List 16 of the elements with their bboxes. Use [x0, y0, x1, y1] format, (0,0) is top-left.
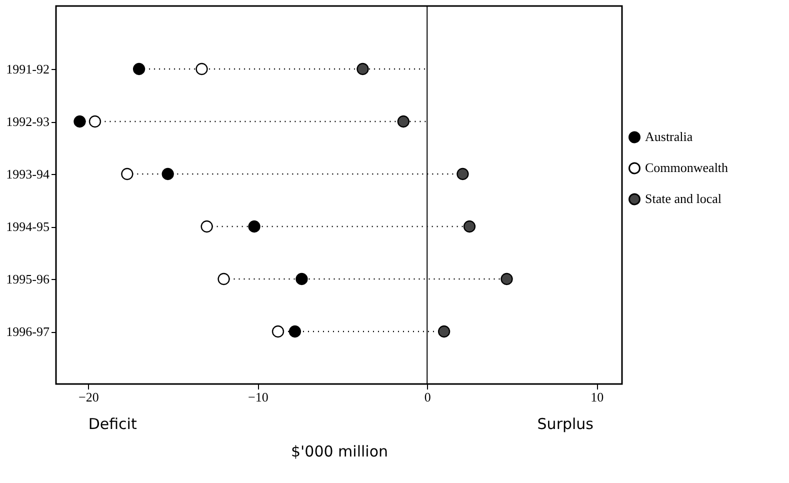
x-tick-label: 10: [590, 390, 604, 404]
y-tick-label: 1996-97: [6, 324, 50, 339]
x-tick-label: 0: [424, 390, 431, 404]
y-tick-label: 1991-92: [6, 62, 50, 76]
y-tick-label: 1994-95: [6, 219, 50, 234]
y-tick-label: 1993-94: [6, 166, 50, 182]
y-tick-label: 1992-93: [6, 114, 50, 129]
legend-label: State and local: [645, 191, 722, 206]
x-tick-label: −10: [248, 390, 268, 404]
legend-label: Commonwealth: [645, 160, 729, 176]
text: Surplus: [537, 415, 594, 433]
x-axis-title: $'000 million: [290, 442, 388, 460]
text: Deficit: [88, 415, 137, 433]
x-tick-label: −20: [78, 390, 99, 404]
legend-label: Australia: [645, 129, 693, 144]
y-tick-label: 1995-96: [6, 272, 50, 286]
